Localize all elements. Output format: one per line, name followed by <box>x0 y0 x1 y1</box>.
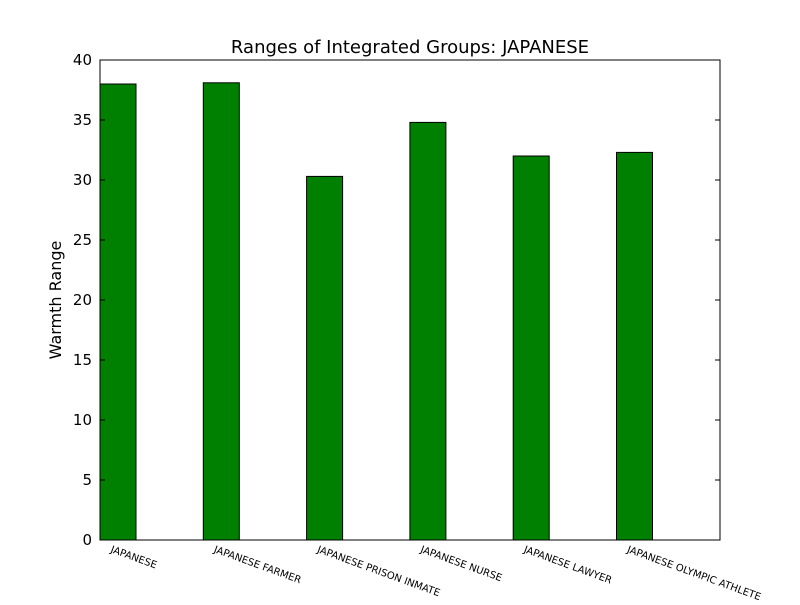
y-tick-label-0: 0 <box>82 531 92 549</box>
bar-3 <box>409 121 447 541</box>
category-label-1: JAPANESE FARMER <box>211 544 302 586</box>
chart-title: Ranges of Integrated Groups: JAPANESE <box>231 37 589 58</box>
y-tick-label-7: 35 <box>73 111 92 129</box>
bar-4 <box>512 155 550 541</box>
category-label-3: JAPANESE NURSE <box>418 544 503 584</box>
y-tick-label-6: 30 <box>73 171 92 189</box>
y-tick-label-5: 25 <box>73 231 92 249</box>
bar-5 <box>616 151 653 541</box>
y-tick-label-4: 20 <box>73 291 92 309</box>
y-tick-label-1: 5 <box>82 471 92 489</box>
x-category-labels: JAPANESE JAPANESE FARMER JAPANESE PRISON I… <box>108 544 763 603</box>
bar-0 <box>99 83 137 541</box>
bars-layer <box>99 82 653 541</box>
y-axis-label: Warmth Range <box>46 241 65 360</box>
category-label-5: JAPANESE OLYMPIC ATHLETE <box>625 544 763 600</box>
category-label-4: JAPANESE LAWYER <box>521 544 613 586</box>
bar-2 <box>306 175 344 541</box>
y-tick-label-2: 10 <box>73 411 92 429</box>
y-ticks-layer: 0 5 10 15 20 25 30 35 40 <box>73 51 720 549</box>
bar-1 <box>202 82 240 541</box>
plot-frame <box>99 59 721 541</box>
y-tick-label-3: 15 <box>73 351 92 369</box>
y-tick-label-8: 40 <box>73 51 92 69</box>
category-label-0: JAPANESE <box>108 544 158 571</box>
